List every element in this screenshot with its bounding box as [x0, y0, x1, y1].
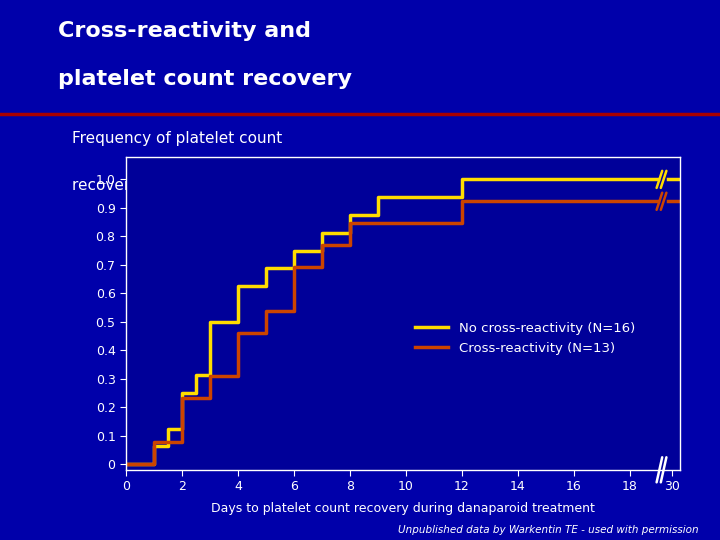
Legend: No cross-reactivity (N=16), Cross-reactivity (N=13): No cross-reactivity (N=16), Cross-reacti… — [410, 316, 640, 360]
X-axis label: Days to platelet count recovery during danaparoid treatment: Days to platelet count recovery during d… — [211, 502, 595, 515]
Text: recovery (≥ 150 x 10: recovery (≥ 150 x 10 — [72, 178, 235, 193]
Text: Frequency of platelet count: Frequency of platelet count — [72, 131, 282, 146]
Text: Cross-reactivity and: Cross-reactivity and — [58, 22, 310, 42]
Text: 9: 9 — [313, 163, 320, 173]
Text: /L): /L) — [323, 178, 342, 193]
Text: Unpublished data by Warkentin TE - used with permission: Unpublished data by Warkentin TE - used … — [397, 524, 698, 535]
Text: platelet count recovery: platelet count recovery — [58, 69, 351, 89]
